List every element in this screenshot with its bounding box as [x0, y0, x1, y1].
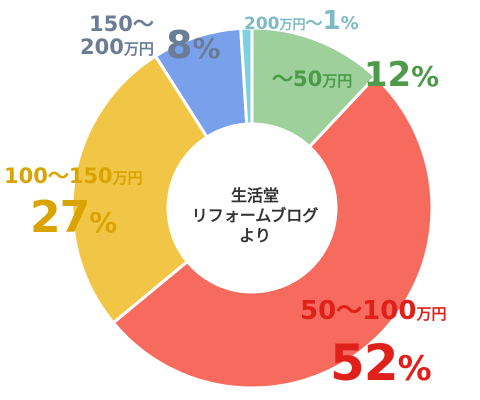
slice-label-over-200: 200万円〜1% — [244, 8, 359, 34]
slice-range: 200 — [244, 14, 280, 34]
slice-range: 〜50 — [272, 67, 323, 91]
slice-range-line2: 200 — [80, 35, 124, 59]
slice-label-100-150: 100〜150万円 — [4, 166, 143, 187]
percent-sign: % — [411, 60, 440, 93]
slice-percent-50-100: 52% — [330, 338, 432, 388]
slice-range: 50〜100 — [300, 296, 417, 326]
center-caption: 生活堂 リフォームブログ より — [170, 186, 340, 246]
slice-percent: 12 — [363, 55, 412, 95]
slice-percent-150-200: 8% — [166, 26, 221, 64]
slice-label-150-200: 150〜 200万円 — [80, 14, 154, 58]
slice-range: 100〜150 — [4, 164, 113, 188]
slice-label-50-100: 50〜100万円 — [300, 298, 446, 324]
percent-sign: % — [340, 13, 359, 34]
slice-percent: 1 — [322, 6, 341, 36]
slice-unit: 万円 — [279, 18, 306, 33]
slice-unit: 万円 — [322, 72, 353, 90]
slice-label-under-50: 〜50万円 12% — [272, 58, 439, 92]
percent-sign: % — [397, 349, 432, 389]
slice-range-suffix: 〜 — [305, 14, 323, 34]
slice-unit: 万円 — [416, 305, 447, 323]
slice-percent-100-150: 27% — [30, 196, 117, 240]
center-line-3: より — [239, 226, 271, 245]
slice-unit: 万円 — [112, 169, 143, 187]
slice-percent: 52 — [330, 334, 399, 392]
slice-unit: 万円 — [123, 40, 154, 58]
slice-range-line1: 150〜 — [89, 12, 154, 36]
center-line-2: リフォームブログ — [191, 206, 319, 225]
slice-percent: 8 — [166, 23, 193, 67]
percent-sign: % — [89, 206, 118, 239]
slice-percent: 27 — [30, 192, 90, 243]
donut-hole — [168, 124, 336, 292]
center-line-1: 生活堂 — [230, 186, 279, 205]
percent-sign: % — [192, 32, 221, 65]
